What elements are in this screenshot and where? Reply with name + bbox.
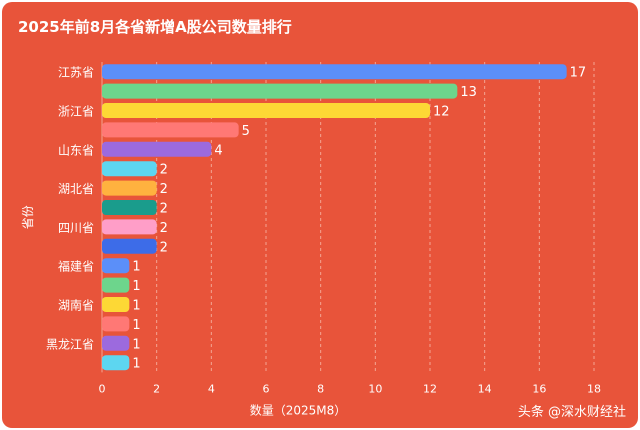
- data-label: 17: [570, 66, 587, 81]
- bar: [102, 103, 430, 118]
- x-tick-label: 2: [153, 382, 160, 395]
- bar: [102, 258, 130, 274]
- bar: [102, 355, 130, 371]
- data-label: 2: [160, 163, 168, 178]
- x-tick-label: 14: [478, 382, 492, 395]
- category-label: 山东省: [58, 143, 94, 157]
- category-label: 福建省: [58, 259, 94, 274]
- x-tick-label: 0: [99, 382, 106, 395]
- bar: [102, 180, 157, 196]
- data-label: 13: [460, 85, 477, 100]
- chart-title: 2025年前8月各省新增A股公司数量排行: [18, 18, 292, 36]
- bar: [102, 83, 458, 99]
- data-label: 1: [132, 299, 140, 314]
- x-axis-title: 数量（2025M8）: [250, 402, 347, 417]
- x-tick-label: 6: [263, 382, 270, 395]
- x-tick-label: 8: [317, 382, 324, 395]
- category-label: 浙江省: [58, 105, 94, 119]
- x-tick-label: 16: [532, 382, 546, 395]
- data-label: 1: [132, 260, 140, 275]
- data-label: 1: [132, 318, 140, 333]
- bar: [102, 122, 239, 138]
- data-label: 2: [160, 182, 168, 197]
- bar: [102, 200, 157, 215]
- category-label: 湖北省: [58, 181, 94, 196]
- y-axis-title: 省份: [21, 205, 35, 229]
- bar: [102, 277, 130, 293]
- bar: [102, 297, 130, 312]
- data-label: 12: [433, 105, 450, 120]
- credit-platform: 头条: [517, 405, 544, 420]
- x-tick-label: 12: [423, 382, 437, 395]
- data-label: 1: [132, 279, 140, 294]
- bar: [102, 219, 157, 235]
- category-label: 四川省: [58, 221, 94, 235]
- bar: [102, 316, 130, 332]
- data-label: 2: [160, 202, 168, 217]
- category-label: 湖南省: [58, 298, 94, 313]
- x-tick-label: 18: [587, 382, 601, 395]
- category-label: 江苏省: [58, 66, 94, 80]
- source-credit: 头条 @深水财经社: [518, 401, 626, 420]
- data-label: 1: [132, 337, 140, 352]
- data-label: 4: [214, 143, 222, 158]
- data-label: 2: [160, 240, 168, 255]
- bar: [102, 335, 130, 351]
- x-tick-label: 4: [208, 382, 215, 395]
- category-label: 黑龙江省: [46, 337, 94, 351]
- bar: [102, 238, 157, 254]
- data-label: 1: [132, 357, 140, 372]
- bar: [102, 161, 157, 177]
- credit-author: @深水财经社: [547, 405, 626, 420]
- data-label: 2: [160, 221, 168, 236]
- data-label: 5: [242, 124, 250, 139]
- bar: [102, 141, 212, 157]
- x-tick-label: 10: [368, 382, 382, 395]
- bar: [102, 64, 567, 80]
